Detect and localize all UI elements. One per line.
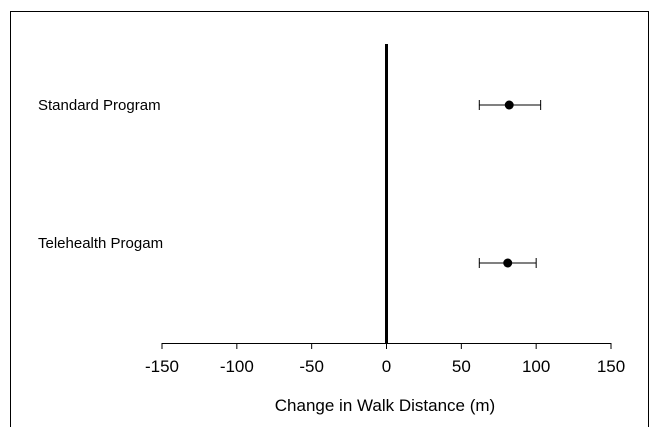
plot-frame [10,11,649,427]
x-axis-title: Change in Walk Distance (m) [275,396,495,415]
point-estimate [504,100,514,110]
x-tick-label: 0 [382,357,391,376]
category-label: Standard Program [38,97,161,114]
x-tick-label: 50 [452,357,471,376]
x-tick-label: -100 [220,357,254,376]
x-tick-label: -150 [145,357,179,376]
x-tick-label: -50 [299,357,324,376]
forest-rows: Standard Program Telehealth Progam [38,97,542,268]
point-estimate [503,258,513,268]
category-label: Telehealth Progam [38,235,163,252]
x-tick-label: 100 [522,357,550,376]
x-tick-label: 150 [597,357,625,376]
x-axis-ticks: -150 -100 -50 0 50 100 150 [145,343,625,376]
